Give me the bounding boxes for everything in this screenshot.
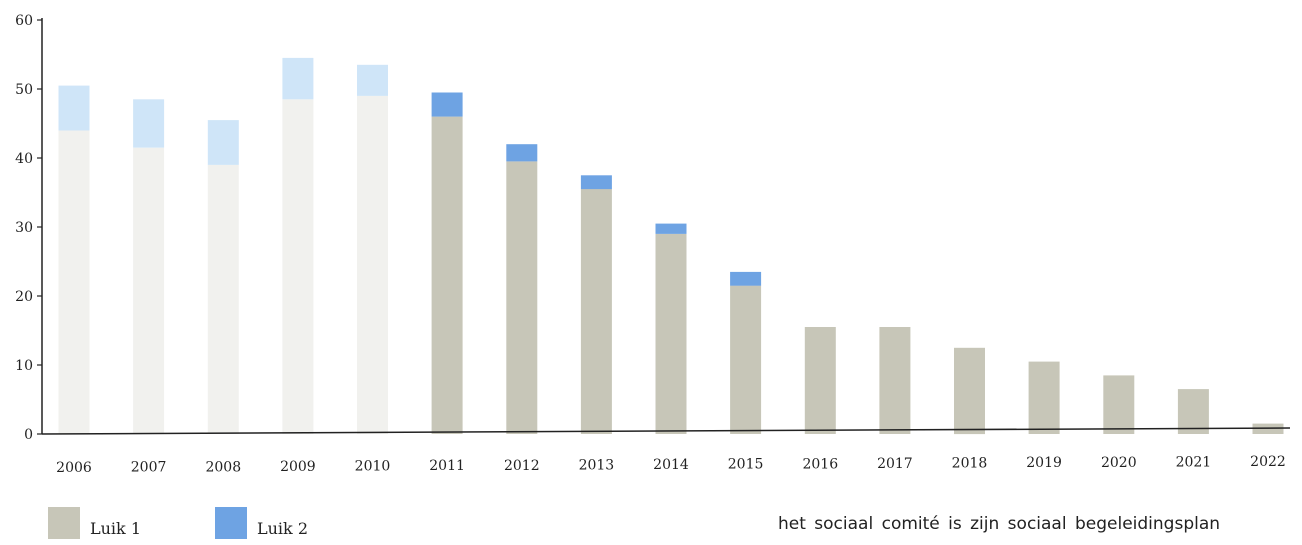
bar-luik-2-2011 [431, 92, 463, 117]
y-tick-label-30: 30 [15, 220, 33, 236]
x-tick-label-2011: 2011 [429, 458, 465, 474]
x-tick-label-2018: 2018 [952, 456, 988, 472]
x-tick-label-2022: 2022 [1250, 454, 1286, 470]
x-tick-label-2012: 2012 [504, 458, 540, 474]
x-tick-label-2010: 2010 [355, 459, 391, 475]
y-tick-label-20: 20 [15, 289, 33, 305]
bar-luik-1-2008 [207, 164, 239, 434]
bar-luik-1-2006 [58, 130, 90, 434]
y-tick-label-60: 60 [15, 13, 33, 29]
legend-swatch-luik-2 [215, 507, 247, 539]
x-tick-label-2021: 2021 [1176, 454, 1212, 470]
x-tick-label-2016: 2016 [802, 456, 838, 472]
x-tick-label-2014: 2014 [653, 457, 689, 473]
bar-luik-2-2008 [207, 120, 239, 165]
bar-luik-2-2007 [133, 99, 165, 148]
legend-label-luik-2: Luik 2 [257, 519, 309, 538]
bar-luik-1-2015 [730, 285, 762, 434]
bars-group [58, 57, 1284, 435]
bar-luik-1-2020 [1103, 375, 1135, 434]
x-tick-label-2019: 2019 [1026, 455, 1062, 471]
bar-luik-1-2019 [1028, 361, 1060, 434]
legend-swatch-luik-1 [48, 507, 80, 539]
y-tick-label-0: 0 [24, 427, 33, 443]
bar-luik-2-2010 [357, 64, 388, 96]
legend-item-luik-2: Luik 2 [215, 505, 308, 539]
bar-luik-2-2009 [282, 57, 314, 100]
y-ticks-group: 0 10 20 30 40 50 60 [15, 13, 42, 443]
footer-text: het sociaal comité is zijn sociaal begel… [778, 514, 1221, 534]
bar-luik-2-2006 [58, 85, 90, 131]
bar-luik-1-2010 [357, 95, 388, 435]
x-tick-label-2007: 2007 [131, 460, 167, 476]
x-tick-label-2013: 2013 [579, 457, 615, 473]
bar-luik-2-2015 [730, 271, 762, 286]
y-tick-label-40: 40 [15, 151, 33, 167]
x-tick-label-2015: 2015 [728, 457, 764, 473]
bar-luik-2-2013 [580, 175, 612, 190]
bar-luik-1-2021 [1177, 389, 1209, 434]
bar-luik-2-2014 [655, 223, 687, 234]
bar-luik-1-2016 [804, 327, 836, 434]
y-tick-label-10: 10 [15, 358, 33, 374]
legend-item-luik-1: Luik 1 [48, 505, 141, 539]
x-tick-label-2008: 2008 [205, 459, 241, 475]
y-tick-label-50: 50 [15, 82, 33, 98]
bar-luik-1-2009 [282, 99, 314, 435]
x-tick-label-2017: 2017 [877, 456, 913, 472]
bar-luik-1-2014 [655, 233, 687, 434]
bar-luik-1-2017 [879, 327, 911, 434]
bar-luik-1-2012 [506, 161, 538, 434]
bar-luik-1-2013 [580, 189, 612, 434]
bar-luik-1-2018 [954, 347, 985, 435]
bar-luik-1-2007 [133, 147, 165, 434]
x-axis-line [41, 427, 1291, 435]
x-tick-label-2009: 2009 [280, 459, 316, 475]
bar-luik-2-2012 [506, 144, 538, 162]
x-ticks-group: 2006 2007 2008 2009 2010 2011 2012 2013 2014 2015… [56, 454, 1286, 476]
legend-label-luik-1: Luik 1 [90, 519, 142, 538]
x-tick-label-2006: 2006 [56, 460, 92, 476]
bar-luik-1-2011 [431, 116, 463, 434]
x-tick-label-2020: 2020 [1101, 455, 1137, 471]
